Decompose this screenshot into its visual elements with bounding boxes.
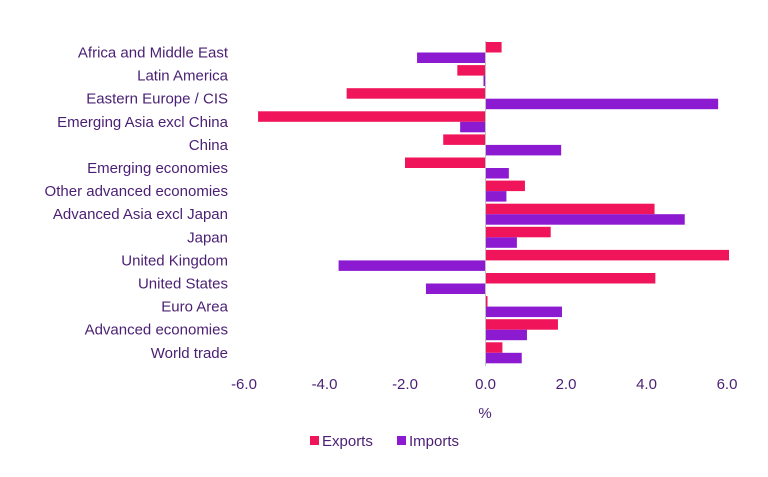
bar-imports-japan [485, 237, 517, 248]
bar-exports-other-advanced-economies [485, 180, 525, 192]
bar-exports-united-kingdom [485, 249, 730, 261]
category-label-emerging-asia-excl-china: Emerging Asia excl China [57, 114, 229, 131]
bar-exports-eastern-europe-cis [346, 88, 486, 99]
bar-imports-china [485, 144, 562, 156]
bar-imports-advanced-asia-excl-japan [485, 214, 685, 225]
category-label-china: China [189, 137, 229, 154]
category-label-advanced-economies: Advanced economies [85, 322, 228, 339]
x-tick-label: 6.0 [717, 376, 738, 393]
category-label-world-trade: World trade [151, 345, 228, 362]
bar-exports-africa-and-middle-east [485, 42, 502, 53]
bar-exports-advanced-asia-excl-japan [485, 203, 655, 215]
category-label-africa-and-middle-east: Africa and Middle East [78, 45, 229, 62]
bar-imports-eastern-europe-cis [485, 98, 719, 110]
x-tick-label: 0.0 [475, 376, 496, 393]
bar-exports-euro-area [485, 296, 488, 307]
bar-exports-emerging-asia-excl-china [258, 111, 486, 122]
bar-imports-world-trade [485, 352, 522, 364]
bar-imports-africa-and-middle-east [417, 52, 486, 63]
category-label-latin-america: Latin America [137, 68, 229, 85]
bar-imports-emerging-asia-excl-china [460, 121, 486, 133]
x-tick-label: -6.0 [231, 376, 257, 393]
bar-exports-united-states [485, 273, 656, 284]
bar-imports-advanced-economies [485, 329, 527, 341]
category-label-emerging-economies: Emerging economies [87, 160, 228, 177]
bar-imports-other-advanced-economies [485, 191, 507, 202]
x-tick-label: 4.0 [636, 376, 657, 393]
category-label-united-kingdom: United Kingdom [121, 252, 228, 269]
bar-exports-emerging-economies [405, 157, 486, 168]
category-label-euro-area: Euro Area [161, 299, 228, 316]
bar-exports-china [443, 134, 486, 145]
bar-exports-advanced-economies [485, 319, 558, 330]
x-tick-label: 2.0 [556, 376, 577, 393]
x-axis: -6.0 -4.0 -2.0 0.0 2.0 4.0 6.0 [231, 41, 737, 393]
legend-swatch-exports [310, 436, 319, 445]
bars [258, 42, 730, 364]
legend-label-exports: Exports [322, 433, 373, 450]
category-labels: Africa and Middle East Latin America Easte… [45, 45, 229, 362]
bar-exports-world-trade [485, 342, 503, 353]
category-label-japan: Japan [187, 229, 228, 246]
x-axis-title: % [478, 405, 491, 422]
x-tick-label: -2.0 [392, 376, 418, 393]
bar-exports-latin-america [457, 65, 486, 76]
category-label-eastern-europe-cis: Eastern Europe / CIS [86, 91, 228, 108]
bar-imports-united-states [425, 283, 486, 294]
x-tick-label: -4.0 [312, 376, 338, 393]
bar-imports-united-kingdom [338, 260, 486, 271]
category-label-other-advanced-economies: Other advanced economies [45, 183, 228, 200]
bar-imports-emerging-economies [485, 168, 509, 179]
legend: Exports Imports [310, 433, 459, 450]
bar-imports-latin-america [483, 75, 486, 87]
category-label-united-states: United States [138, 276, 228, 293]
bar-imports-euro-area [485, 306, 562, 318]
bar-exports-japan [485, 226, 551, 238]
category-label-advanced-asia-excl-japan: Advanced Asia excl Japan [53, 206, 228, 223]
legend-label-imports: Imports [409, 433, 459, 450]
legend-swatch-imports [397, 436, 406, 445]
